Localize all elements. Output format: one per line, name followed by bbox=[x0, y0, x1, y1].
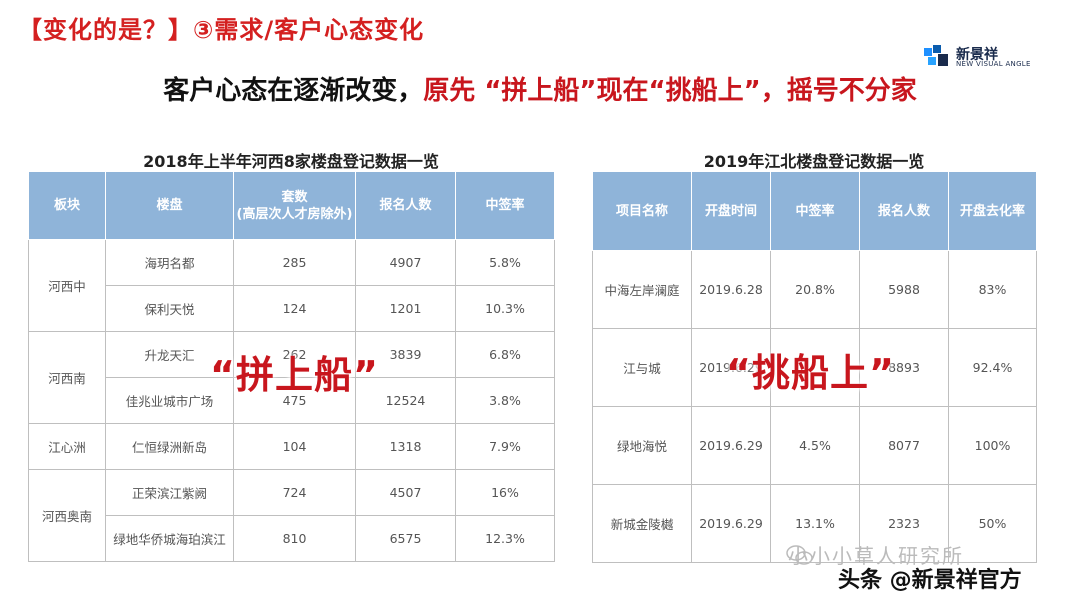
table-row: 绿地海悦 2019.6.29 4.5% 8077 100% bbox=[592, 406, 1037, 485]
applicants-cell: 1318 bbox=[355, 423, 456, 470]
project-cell: 中海左岸澜庭 bbox=[592, 250, 692, 329]
sell-cell: 83% bbox=[948, 250, 1037, 329]
table-row: 新城金陵樾 2019.6.29 13.1% 2323 50% bbox=[592, 484, 1037, 563]
slide-subtitle: 客户心态在逐渐改变，原先 “拼上船”现在“挑船上”，摇号不分家 bbox=[0, 70, 1080, 107]
logo-mark-icon bbox=[924, 45, 948, 66]
applicants-cell: 1201 bbox=[355, 285, 456, 332]
subtitle-black: 客户心态在逐渐改变， bbox=[163, 76, 424, 106]
units-cell: 262 bbox=[233, 331, 356, 378]
table-row: 绿地华侨城海珀滨江 810 6575 12.3% bbox=[29, 515, 555, 562]
left-overlay-label: “拼上船” bbox=[210, 353, 379, 397]
company-logo: 新景祥 NEW VISUAL ANGLE bbox=[922, 44, 1042, 70]
applicants-cell: 6575 bbox=[355, 515, 456, 562]
rate-cell: 10.3% bbox=[455, 285, 555, 332]
applicants-cell: 5988 bbox=[859, 250, 949, 329]
project-cell: 仁恒绿洲新岛 bbox=[105, 423, 234, 470]
project-cell: 江与城 bbox=[592, 328, 692, 407]
watermark-toutiao: 头条 @新景祥官方 bbox=[838, 568, 1022, 593]
table-row: 中海左岸澜庭 2019.6.28 20.8% 5988 83% bbox=[592, 250, 1037, 329]
project-cell: 新城金陵樾 bbox=[592, 484, 692, 563]
applicants-cell: 8077 bbox=[859, 406, 949, 485]
applicants-cell: 12524 bbox=[355, 377, 456, 424]
applicants-cell: 8893 bbox=[859, 328, 949, 407]
subtitle-red: 原先 “拼上船”现在“挑船上”，摇号不分家 bbox=[423, 76, 917, 106]
right-header-rate: 中签率 bbox=[770, 171, 860, 251]
units-cell: 724 bbox=[233, 469, 356, 516]
rate-cell: 4.5% bbox=[770, 406, 860, 485]
table-row: 佳兆业城市广场 475 12524 3.8% bbox=[29, 377, 555, 424]
block-cell: 河西南 bbox=[28, 331, 106, 424]
rate-cell: 13.1% bbox=[770, 484, 860, 563]
table-row: 河西奥南 正荣滨江紫阙 724 4507 16% bbox=[28, 469, 555, 562]
left-header-rate: 中签率 bbox=[455, 171, 555, 240]
left-table-title: 2018年上半年河西8家楼盘登记数据一览 bbox=[143, 152, 439, 171]
project-cell: 保利天悦 bbox=[105, 285, 234, 332]
rate-cell: 12.3% bbox=[455, 515, 555, 562]
rate-cell: 3.8% bbox=[455, 377, 555, 424]
applicants-cell: 4907 bbox=[355, 239, 456, 286]
rate-cell: 6.8% bbox=[455, 331, 555, 378]
project-cell: 佳兆业城市广场 bbox=[105, 377, 234, 424]
right-header-project: 项目名称 bbox=[592, 171, 692, 251]
right-overlay-label: “挑船上” bbox=[726, 351, 895, 395]
date-cell: 2019.6.29 bbox=[691, 406, 771, 485]
units-cell: 475 bbox=[233, 377, 356, 424]
rate-cell: 5.8% bbox=[455, 239, 555, 286]
rate-cell bbox=[770, 328, 860, 407]
units-cell: 285 bbox=[233, 239, 356, 286]
right-header-applicants: 报名人数 bbox=[859, 171, 949, 251]
units-cell: 810 bbox=[233, 515, 356, 562]
applicants-cell: 4507 bbox=[355, 469, 456, 516]
project-cell: 海玥名都 bbox=[105, 239, 234, 286]
units-cell: 104 bbox=[233, 423, 356, 470]
left-header-block: 板块 bbox=[28, 171, 106, 240]
rate-cell: 16% bbox=[455, 469, 555, 516]
applicants-cell: 2323 bbox=[859, 484, 949, 563]
table-row: 河西中 海玥名都 285 4907 5.8% bbox=[28, 239, 555, 332]
project-cell: 绿地华侨城海珀滨江 bbox=[105, 515, 234, 562]
block-cell: 江心洲 bbox=[28, 423, 106, 470]
wechat-icon bbox=[786, 545, 813, 565]
slide-title: 【变化的是？】③需求/客户心态变化 bbox=[18, 16, 425, 44]
watermark-research: 小小小草人研究所 bbox=[788, 544, 964, 568]
project-cell: 绿地海悦 bbox=[592, 406, 692, 485]
block-cell: 河西中 bbox=[28, 239, 106, 332]
units-cell: 124 bbox=[233, 285, 356, 332]
block-cell: 河西奥南 bbox=[28, 469, 106, 562]
left-header-units: 套数 (高层次人才房除外) bbox=[233, 171, 356, 240]
project-cell: 升龙天汇 bbox=[105, 331, 234, 378]
date-cell: 2019.6.28 bbox=[691, 250, 771, 329]
rate-cell: 7.9% bbox=[455, 423, 555, 470]
right-header-sell: 开盘去化率 bbox=[948, 171, 1037, 251]
sell-cell: 92.4% bbox=[948, 328, 1037, 407]
table-row: 保利天悦 124 1201 10.3% bbox=[29, 285, 555, 332]
left-header-project: 楼盘 bbox=[105, 171, 234, 240]
logo-brand: 新景祥 bbox=[956, 47, 998, 63]
right-table-title: 2019年江北楼盘登记数据一览 bbox=[703, 152, 925, 171]
left-header-applicants: 报名人数 bbox=[355, 171, 456, 240]
right-data-table: 项目名称 开盘时间 中签率 报名人数 开盘去化率 中海左岸澜庭 2019.6.2… bbox=[592, 171, 1037, 563]
date-cell: 2019.6.29 bbox=[691, 484, 771, 563]
logo-subtext: NEW VISUAL ANGLE bbox=[956, 60, 1031, 68]
sell-cell: 100% bbox=[948, 406, 1037, 485]
table-row: 江心洲 仁恒绿洲新岛 104 1318 7.9% bbox=[28, 423, 555, 470]
project-cell: 正荣滨江紫阙 bbox=[105, 469, 234, 516]
rate-cell: 20.8% bbox=[770, 250, 860, 329]
right-header-date: 开盘时间 bbox=[691, 171, 771, 251]
sell-cell: 50% bbox=[948, 484, 1037, 563]
left-data-table: 板块 楼盘 套数 (高层次人才房除外) 报名人数 中签率 河西中 海玥名都 28… bbox=[28, 171, 555, 562]
